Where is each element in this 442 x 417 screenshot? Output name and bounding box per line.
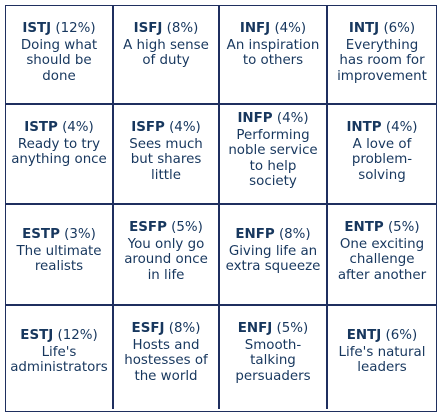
type-cell-infj: INFJ (4%) An inspiration to others — [220, 6, 328, 105]
type-code: INFJ — [239, 21, 271, 36]
type-cell-intp: INTP (4%) A love of problem- solving — [328, 105, 436, 205]
type-description: One exciting challenge after another — [337, 236, 427, 283]
type-cell-isfj: ISFJ (8%) A high sense of duty — [114, 6, 220, 105]
type-code: ISTJ — [22, 21, 52, 36]
type-description: Life's administrators — [10, 344, 108, 376]
type-cell-infp: INFP (4%) Performing noble service to he… — [220, 105, 328, 205]
type-cell-istj: ISTJ (12%) Doing what should be done — [6, 6, 114, 105]
type-cell-isfp: ISFP (4%) Sees much but shares little — [114, 105, 220, 205]
type-code: INFP — [237, 111, 273, 126]
type-percentage: (5%) — [276, 321, 309, 336]
type-percentage: (3%) — [64, 227, 96, 242]
type-cell-istp: ISTP (4%) Ready to try anything once — [6, 105, 114, 205]
type-heading: ENFJ (5%) — [238, 321, 308, 337]
type-percentage: (4%) — [385, 120, 418, 135]
type-cell-entj: ENTJ (6%) Life's natural leaders — [328, 306, 436, 409]
type-description: Sees much but shares little — [129, 136, 203, 183]
type-heading: ISTP (4%) — [24, 120, 94, 136]
type-heading: INFJ (4%) — [240, 21, 306, 37]
type-description: Everything has room for improvement — [337, 37, 427, 84]
type-heading: ISFJ (8%) — [134, 21, 199, 37]
type-code: INTP — [346, 120, 382, 135]
type-percentage: (6%) — [385, 328, 418, 343]
type-percentage: (4%) — [169, 120, 201, 135]
type-description: Giving life an extra squeeze — [225, 243, 321, 275]
type-description: A high sense of duty — [123, 37, 209, 69]
type-heading: ENTJ (6%) — [347, 328, 417, 344]
type-percentage: (8%) — [166, 21, 199, 36]
type-code: ESFP — [129, 220, 167, 235]
type-percentage: (12%) — [55, 21, 96, 36]
type-code: ENFJ — [237, 321, 273, 336]
type-code: ENTP — [344, 220, 384, 235]
type-cell-enfp: ENFP (8%) Giving life an extra squeeze — [220, 205, 328, 306]
type-percentage: (4%) — [62, 120, 94, 135]
type-heading: INFP (4%) — [237, 111, 308, 127]
type-code: ESTJ — [20, 328, 54, 343]
type-heading: ESTJ (12%) — [20, 328, 97, 344]
type-percentage: (4%) — [274, 21, 307, 36]
type-code: ESTP — [22, 227, 60, 242]
type-heading: ENFP (8%) — [235, 227, 310, 243]
type-cell-estj: ESTJ (12%) Life's administrators — [6, 306, 114, 409]
type-code: ESFJ — [131, 321, 165, 336]
type-code: INTJ — [348, 21, 380, 36]
type-code: ISFJ — [133, 21, 163, 36]
type-description: The ultimate realists — [16, 243, 102, 275]
type-cell-esfj: ESFJ (8%) Hosts and hostesses of the wor… — [114, 306, 220, 409]
type-percentage: (8%) — [168, 321, 201, 336]
type-percentage: (8%) — [278, 227, 311, 242]
type-percentage: (6%) — [383, 21, 416, 36]
type-description: A love of problem- solving — [351, 136, 413, 183]
type-description: Smooth- talking persuaders — [235, 337, 311, 384]
type-heading: ESFJ (8%) — [132, 321, 201, 337]
type-code: ISTP — [24, 120, 58, 135]
type-heading: ISTJ (12%) — [22, 21, 95, 37]
type-cell-estp: ESTP (3%) The ultimate realists — [6, 205, 114, 306]
type-heading: ISFP (4%) — [131, 120, 201, 136]
type-description: An inspiration to others — [226, 37, 320, 69]
type-description: Doing what should be done — [20, 37, 98, 84]
personality-type-grid: ISTJ (12%) Doing what should be done ISF… — [5, 5, 437, 412]
type-percentage: (5%) — [171, 220, 203, 235]
type-cell-intj: INTJ (6%) Everything has room for improv… — [328, 6, 436, 105]
type-cell-esfp: ESFP (5%) You only go around once in lif… — [114, 205, 220, 306]
type-description: Life's natural leaders — [338, 344, 426, 376]
type-heading: INTP (4%) — [346, 120, 417, 136]
type-heading: ESFP (5%) — [129, 220, 203, 236]
type-code: ENFP — [235, 227, 275, 242]
type-percentage: (4%) — [276, 111, 309, 126]
type-cell-entp: ENTP (5%) One exciting challenge after a… — [328, 205, 436, 306]
type-code: ENTJ — [346, 328, 382, 343]
type-description: Hosts and hostesses of the world — [124, 337, 208, 384]
type-heading: INTJ (6%) — [349, 21, 415, 37]
type-heading: ENTP (5%) — [344, 220, 419, 236]
type-description: Performing noble service to help society — [228, 127, 318, 190]
type-percentage: (12%) — [57, 328, 98, 343]
type-cell-enfj: ENFJ (5%) Smooth- talking persuaders — [220, 306, 328, 409]
type-description: You only go around once in life — [124, 236, 208, 283]
type-description: Ready to try anything once — [11, 136, 107, 168]
type-percentage: (5%) — [387, 220, 420, 235]
type-heading: ESTP (3%) — [22, 227, 96, 243]
type-code: ISFP — [131, 120, 165, 135]
